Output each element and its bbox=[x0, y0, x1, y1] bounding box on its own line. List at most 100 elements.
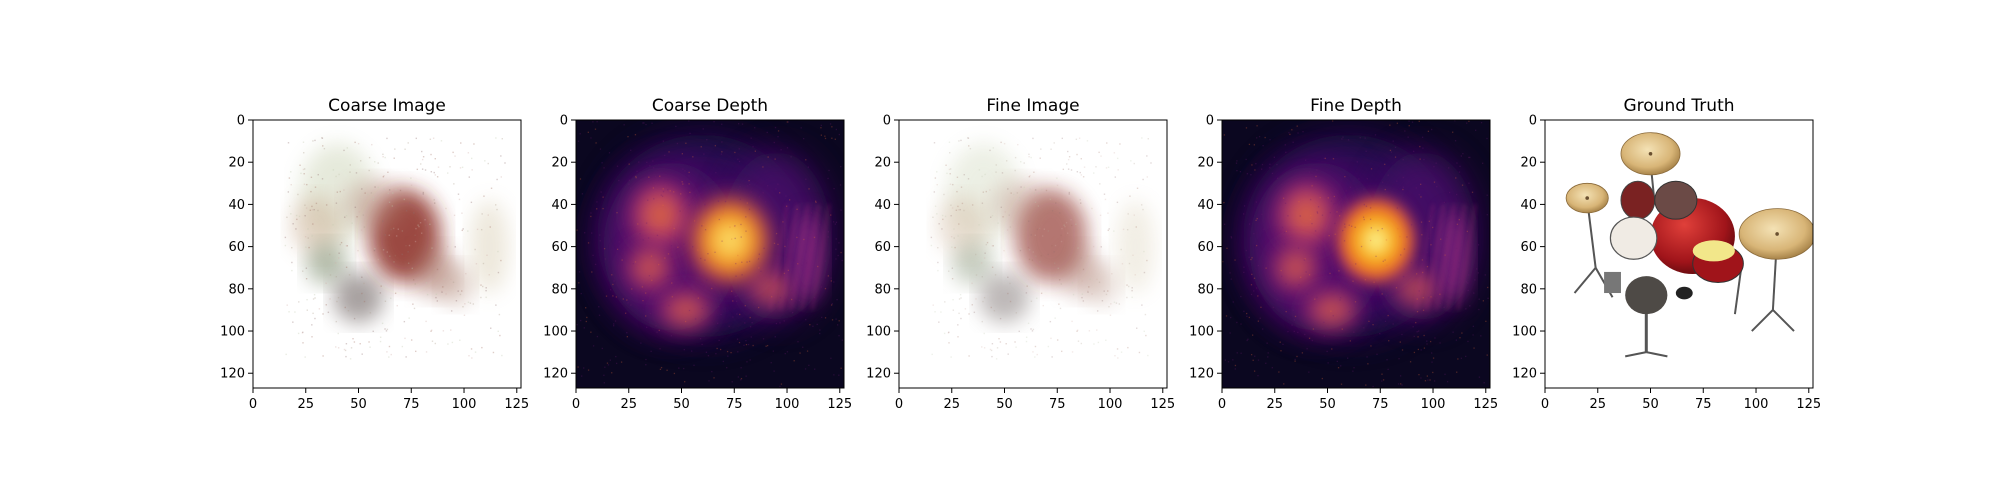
noise-speck bbox=[454, 246, 456, 248]
depth-noise bbox=[643, 122, 645, 124]
depth-noise bbox=[683, 348, 685, 351]
depth-noise bbox=[662, 204, 664, 207]
depth-noise bbox=[1439, 342, 1441, 344]
depth-noise bbox=[1321, 214, 1324, 216]
depth-noise bbox=[1430, 128, 1433, 131]
x-tick-label: 50 bbox=[673, 397, 690, 412]
depth-noise bbox=[592, 254, 594, 257]
depth-noise bbox=[1223, 201, 1225, 204]
depth-noise bbox=[1477, 272, 1479, 274]
depth-noise bbox=[739, 198, 742, 200]
noise-speck bbox=[989, 149, 991, 152]
depth-noise bbox=[667, 275, 669, 277]
noise-speck bbox=[361, 188, 363, 190]
noise-speck bbox=[307, 237, 309, 239]
noise-speck bbox=[931, 353, 933, 356]
depth-noise bbox=[595, 142, 597, 144]
depth-noise bbox=[786, 121, 788, 123]
depth-noise bbox=[715, 192, 717, 194]
depth-noise bbox=[1402, 176, 1404, 179]
image-content bbox=[899, 120, 1167, 388]
noise-speck bbox=[327, 311, 330, 314]
depth-noise bbox=[1339, 215, 1341, 217]
depth-noise bbox=[738, 160, 741, 163]
depth-noise bbox=[676, 142, 679, 145]
noise-speck bbox=[421, 168, 424, 170]
noise-speck bbox=[1047, 253, 1049, 256]
image-blob bbox=[979, 271, 1030, 323]
depth-noise bbox=[824, 317, 827, 319]
y-tick-label: 40 bbox=[228, 198, 245, 213]
noise-speck bbox=[1140, 204, 1143, 206]
depth-noise bbox=[1265, 362, 1267, 364]
noise-speck bbox=[1116, 157, 1119, 160]
noise-speck bbox=[991, 245, 994, 247]
y-tick-label: 0 bbox=[237, 114, 245, 129]
depth-noise bbox=[662, 140, 665, 142]
drum-head bbox=[1692, 240, 1735, 262]
noise-speck bbox=[382, 249, 385, 251]
depth-noise bbox=[760, 270, 762, 272]
noise-speck bbox=[435, 280, 437, 282]
depth-noise bbox=[667, 253, 670, 255]
noise-speck bbox=[945, 164, 947, 166]
x-tick-label: 0 bbox=[249, 397, 257, 412]
x-tick-label: 75 bbox=[726, 397, 743, 412]
noise-speck bbox=[938, 321, 940, 323]
depth-noise bbox=[803, 137, 805, 140]
noise-speck bbox=[984, 252, 986, 254]
depth-noise bbox=[609, 289, 612, 291]
depth-noise bbox=[1271, 172, 1274, 175]
depth-noise bbox=[785, 205, 788, 207]
noise-speck bbox=[495, 137, 497, 139]
noise-speck bbox=[933, 142, 936, 144]
depth-noise bbox=[675, 248, 678, 251]
depth-noise bbox=[1381, 380, 1383, 382]
y-tick-label: 40 bbox=[1520, 198, 1537, 213]
x-tick-label: 50 bbox=[1319, 397, 1336, 412]
image-blob bbox=[991, 179, 1051, 230]
depth-noise bbox=[1289, 133, 1291, 136]
depth-noise bbox=[1330, 200, 1333, 202]
depth-noise bbox=[1293, 330, 1295, 333]
depth-noise bbox=[581, 375, 583, 377]
depth-noise bbox=[737, 123, 740, 125]
noise-speck bbox=[1087, 291, 1089, 293]
depth-noise bbox=[683, 367, 685, 370]
depth-noise bbox=[576, 229, 578, 231]
depth-noise bbox=[745, 375, 747, 377]
depth-noise bbox=[726, 350, 729, 353]
y-tick-label: 100 bbox=[1512, 325, 1537, 340]
subplot-title: Coarse Image bbox=[328, 96, 446, 116]
x-tick-label: 100 bbox=[1744, 397, 1769, 412]
depth-noise bbox=[1283, 383, 1285, 385]
noise-speck bbox=[348, 274, 351, 276]
depth-noise bbox=[587, 131, 589, 133]
noise-speck bbox=[298, 215, 301, 218]
noise-speck bbox=[356, 216, 358, 218]
depth-noise bbox=[1245, 312, 1248, 315]
depth-noise bbox=[1440, 231, 1442, 233]
noise-speck bbox=[392, 227, 395, 230]
depth-noise bbox=[833, 374, 835, 376]
noise-speck bbox=[434, 342, 437, 345]
noise-speck bbox=[422, 191, 425, 194]
noise-speck bbox=[1114, 176, 1117, 178]
depth-noise bbox=[767, 156, 769, 158]
depth-noise bbox=[744, 305, 746, 307]
noise-speck bbox=[1027, 322, 1030, 325]
depth-noise bbox=[1248, 223, 1251, 225]
noise-speck bbox=[301, 332, 304, 334]
noise-speck bbox=[288, 311, 290, 313]
depth-noise bbox=[628, 183, 630, 185]
depth-noise bbox=[1314, 298, 1316, 300]
depth-noise bbox=[748, 260, 751, 263]
noise-speck bbox=[960, 186, 963, 188]
depth-noise bbox=[1304, 159, 1307, 161]
noise-speck bbox=[1056, 184, 1059, 187]
depth-noise bbox=[681, 153, 684, 155]
noise-speck bbox=[306, 298, 308, 301]
depth-noise bbox=[1347, 357, 1349, 359]
noise-speck bbox=[390, 228, 392, 231]
depth-noise bbox=[1366, 356, 1368, 358]
